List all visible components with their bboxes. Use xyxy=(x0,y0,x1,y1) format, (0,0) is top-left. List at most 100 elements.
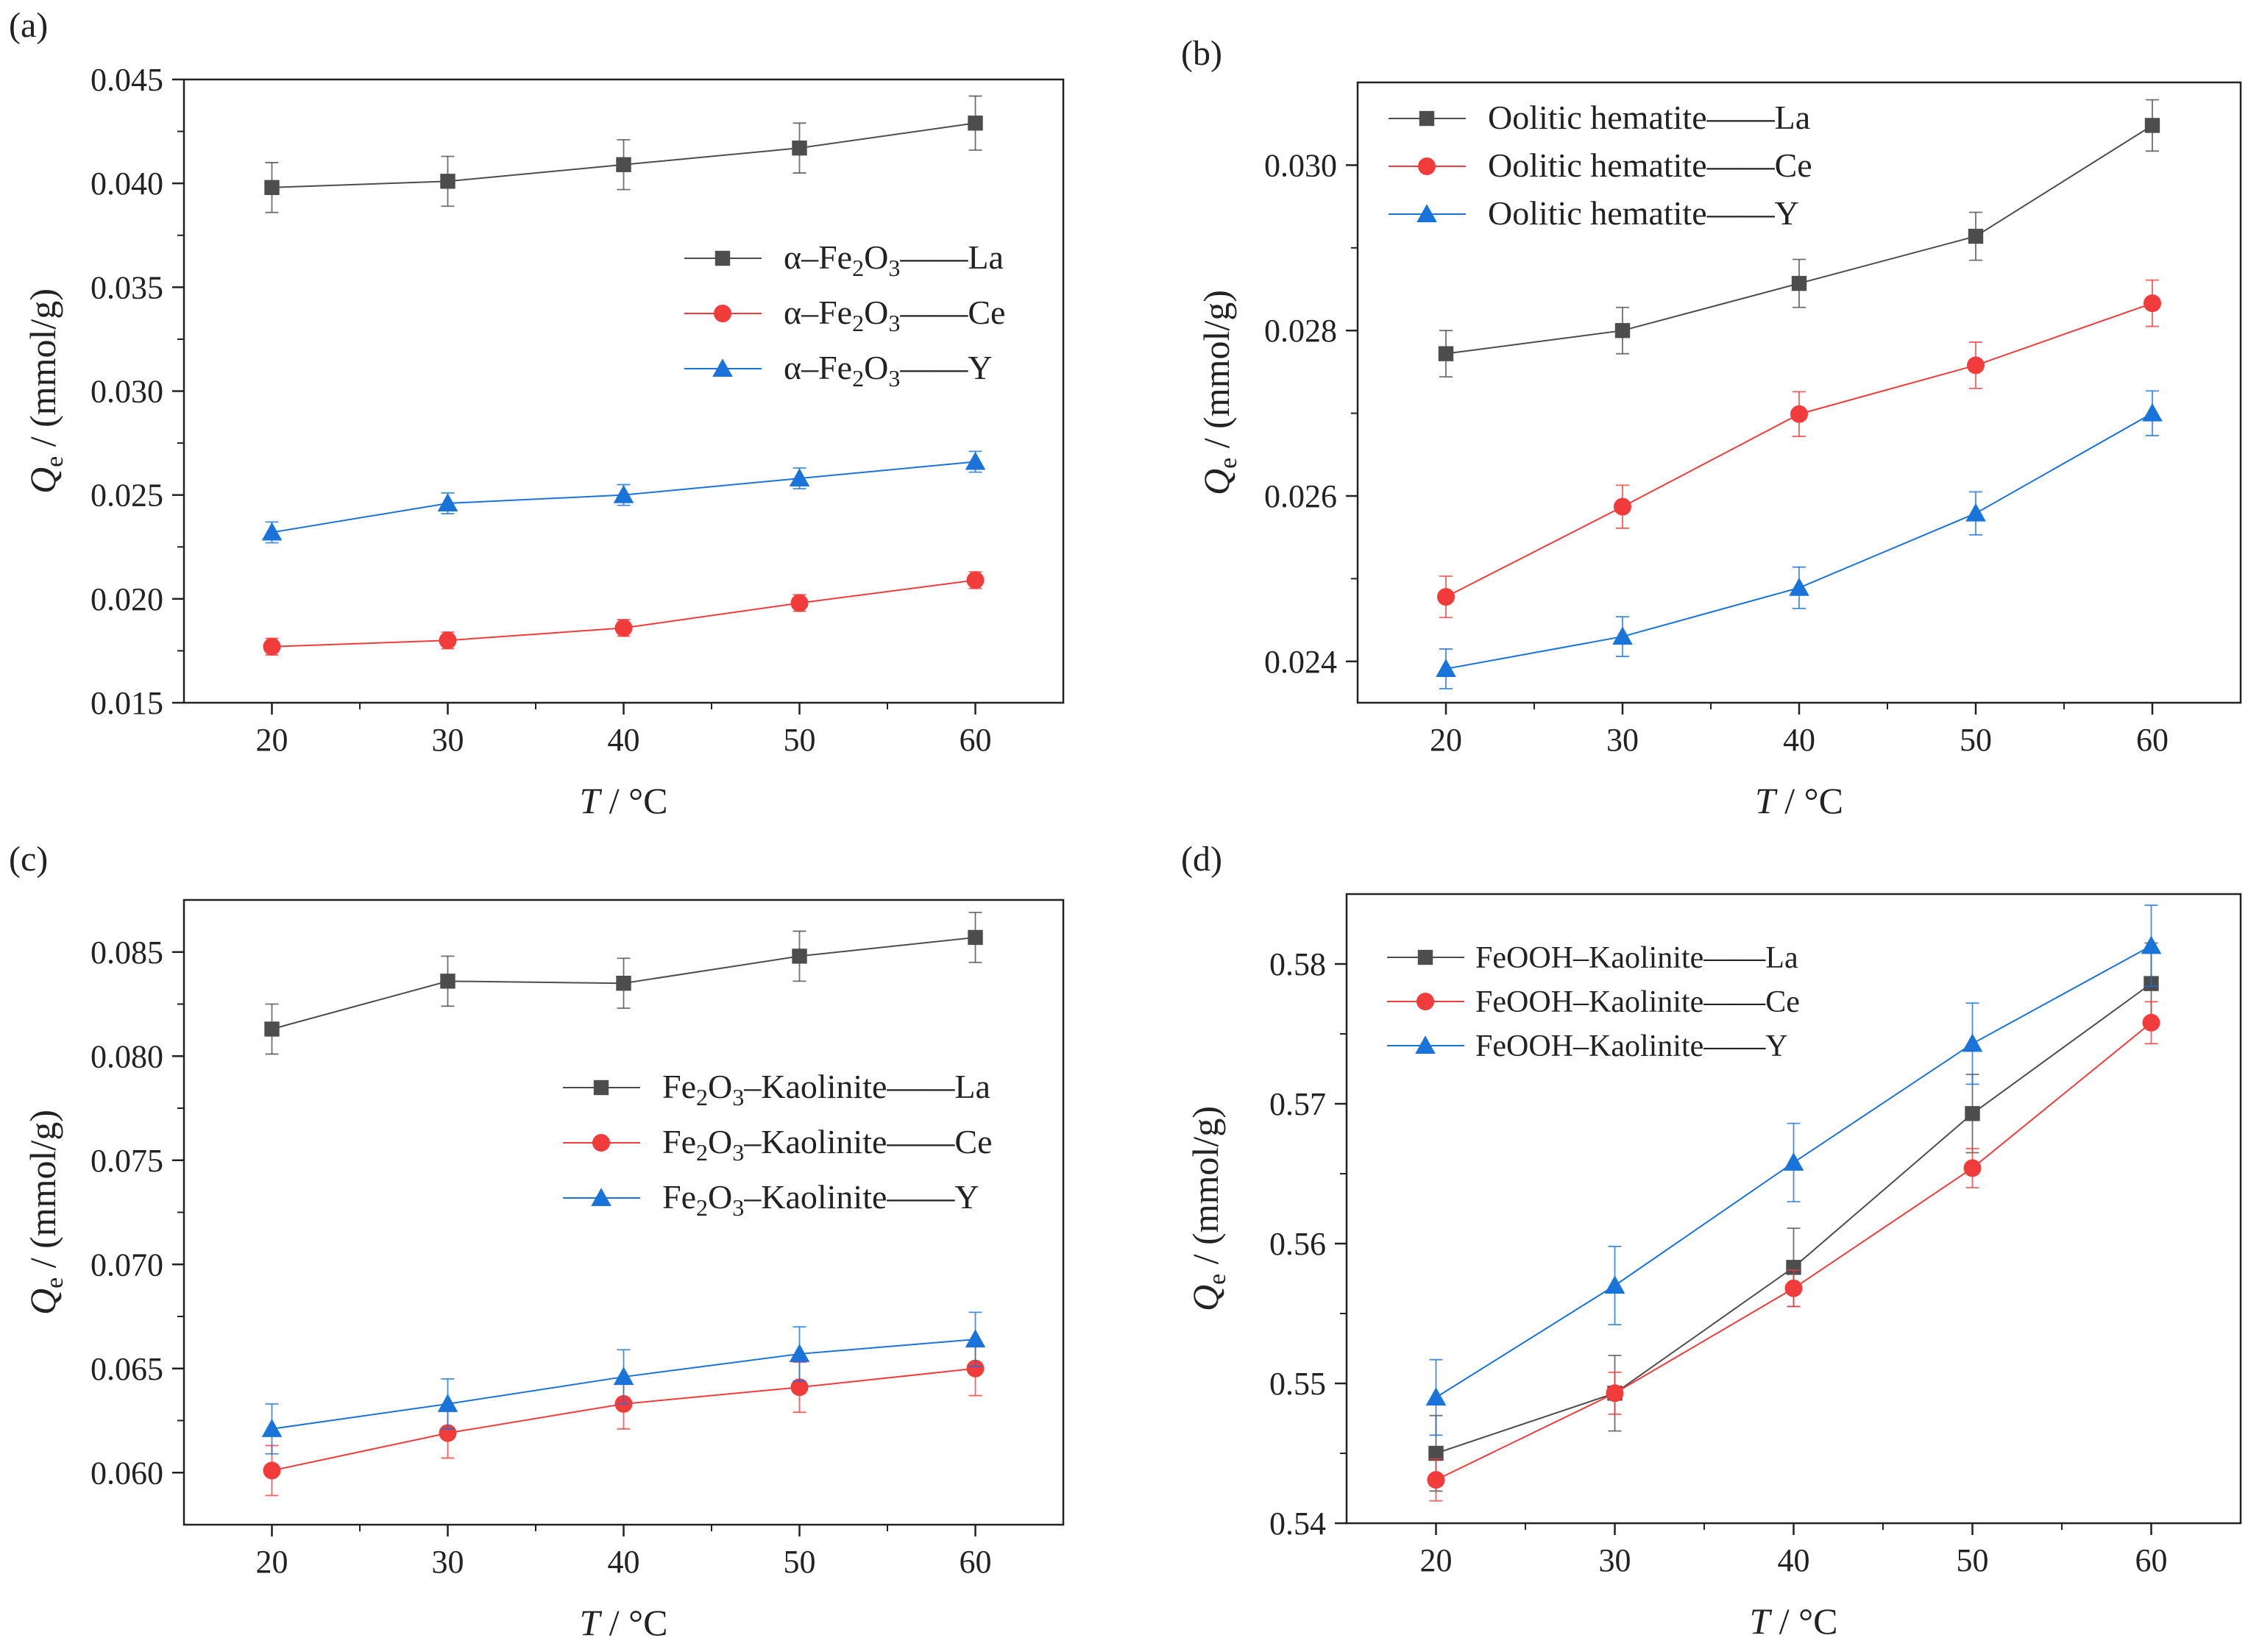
square-marker xyxy=(968,116,983,131)
x-tick-label: 40 xyxy=(608,722,640,758)
square-marker xyxy=(1968,228,1984,244)
square-marker xyxy=(1417,949,1433,965)
y-axis-label: Qe / (mmol/g) xyxy=(1185,1106,1231,1311)
triangle-marker xyxy=(437,493,458,511)
series-La xyxy=(1428,942,2159,1492)
square-marker xyxy=(593,1080,609,1096)
series-line xyxy=(1445,412,2153,670)
series-Y xyxy=(1425,904,2162,1436)
y-tick-label: 0.080 xyxy=(91,1038,163,1074)
square-marker xyxy=(1791,275,1807,291)
triangle-marker xyxy=(437,1394,458,1412)
x-tick-label: 50 xyxy=(784,722,816,758)
y-tick-label: 0.030 xyxy=(1264,147,1337,183)
triangle-marker xyxy=(789,468,810,487)
square-marker xyxy=(264,180,280,196)
y-tick-label: 0.045 xyxy=(91,62,163,98)
series-line xyxy=(1445,302,2153,598)
series-La xyxy=(1438,99,2160,378)
legend-entry: FeOOH–Kaolinite——Ce xyxy=(1475,985,1800,1019)
triangle-marker xyxy=(613,484,634,503)
x-tick-label: 20 xyxy=(1430,722,1462,758)
series-Y xyxy=(261,450,986,544)
square-marker xyxy=(1965,1106,1980,1121)
x-tick-label: 20 xyxy=(256,1544,288,1580)
series-Y xyxy=(261,1311,986,1455)
square-marker xyxy=(1438,346,1454,361)
circle-marker xyxy=(1614,497,1631,516)
x-tick-label: 40 xyxy=(1778,1542,1810,1578)
triangle-marker xyxy=(1965,503,1986,522)
triangle-marker xyxy=(261,522,283,541)
legend-entry: Fe2O3–Kaolinite——La xyxy=(662,1068,990,1110)
square-marker xyxy=(616,157,631,172)
y-tick-label: 0.57 xyxy=(1269,1086,1326,1122)
legend: Fe2O3–Kaolinite——La Fe2O3–Kaolinite——Ce Fe… xyxy=(563,1068,993,1221)
circle-marker xyxy=(790,594,809,612)
y-tick-label: 0.028 xyxy=(1264,313,1337,349)
legend-entry: Oolitic hematite——La xyxy=(1488,99,1810,136)
y-tick-label: 0.075 xyxy=(91,1143,163,1179)
circle-marker xyxy=(2144,294,2161,313)
triangle-marker xyxy=(591,1188,611,1207)
y-tick-label: 0.024 xyxy=(1264,644,1337,680)
x-tick-label: 50 xyxy=(1960,722,1992,758)
y-tick-label: 0.030 xyxy=(91,374,163,410)
square-marker xyxy=(1614,323,1631,338)
series-Ce xyxy=(1437,279,2161,619)
x-tick-label: 60 xyxy=(2136,722,2169,758)
circle-marker xyxy=(1418,157,1436,175)
circle-marker xyxy=(1416,993,1434,1010)
panel-label: (b) xyxy=(1181,34,1222,73)
triangle-marker xyxy=(1604,1275,1625,1294)
legend-entry: Fe2O3–Kaolinite——Ce xyxy=(662,1123,993,1166)
square-marker xyxy=(1428,1445,1444,1461)
circle-marker xyxy=(1967,356,1985,375)
series-La xyxy=(264,912,983,1055)
y-tick-label: 0.026 xyxy=(1264,478,1337,514)
x-axis-label: T / °C xyxy=(579,1602,667,1643)
triangle-marker xyxy=(2142,403,2163,422)
y-tick-label: 0.085 xyxy=(91,935,163,971)
legend-entry: FeOOH–Kaolinite——Y xyxy=(1475,1029,1788,1063)
circle-marker xyxy=(1784,1279,1803,1297)
circle-marker xyxy=(2142,1013,2160,1032)
y-tick-label: 0.040 xyxy=(91,166,163,202)
y-tick-label: 0.060 xyxy=(91,1455,163,1491)
triangle-marker xyxy=(2141,935,2162,954)
legend-entry: FeOOH–Kaolinite——La xyxy=(1475,941,1798,975)
square-marker xyxy=(792,140,807,156)
square-marker xyxy=(1419,110,1435,127)
series-Ce xyxy=(263,571,985,656)
square-marker xyxy=(440,974,455,989)
triangle-marker xyxy=(1783,1152,1804,1171)
y-axis-label: Qe / (mmol/g) xyxy=(22,1110,68,1315)
x-tick-label: 30 xyxy=(432,722,464,758)
triangle-marker xyxy=(613,1366,634,1386)
legend: α–Fe2O3——La α–Fe2O3——Ce α–Fe2O3——Y xyxy=(684,238,1005,391)
panel-b: (b) 20 30 40 50 60 0.024 0.026 0.028 0.030 T / °C Q… xyxy=(1181,34,2242,821)
y-tick-label: 0.015 xyxy=(91,685,163,721)
legend-entry: Oolitic hematite——Ce xyxy=(1488,146,1812,184)
legend: FeOOH–Kaolinite——La FeOOH–Kaolinite——Ce Fe… xyxy=(1387,941,1800,1063)
x-tick-label: 20 xyxy=(1420,1542,1453,1578)
series-Y xyxy=(1436,390,2163,689)
triangle-marker xyxy=(1789,577,1809,596)
x-tick-label: 30 xyxy=(432,1544,464,1580)
triangle-marker xyxy=(965,1329,986,1348)
square-marker xyxy=(792,949,807,964)
x-tick-label: 30 xyxy=(1606,722,1639,758)
y-tick-label: 0.55 xyxy=(1269,1366,1326,1402)
series-La xyxy=(264,95,983,213)
circle-marker xyxy=(714,305,731,322)
x-tick-label: 60 xyxy=(2135,1542,2168,1578)
triangle-marker xyxy=(261,1419,283,1437)
square-marker xyxy=(616,976,631,991)
circle-marker xyxy=(1790,405,1808,423)
triangle-marker xyxy=(1962,1033,1983,1052)
y-axis-label: Qe / (mmol/g) xyxy=(22,288,68,494)
panel-label: (d) xyxy=(1181,840,1222,879)
panel-c: (c) 20 30 40 50 60 0.060 0.065 0.070 0.075 0.080 0.… xyxy=(9,840,1065,1643)
y-tick-label: 0.070 xyxy=(91,1247,163,1283)
